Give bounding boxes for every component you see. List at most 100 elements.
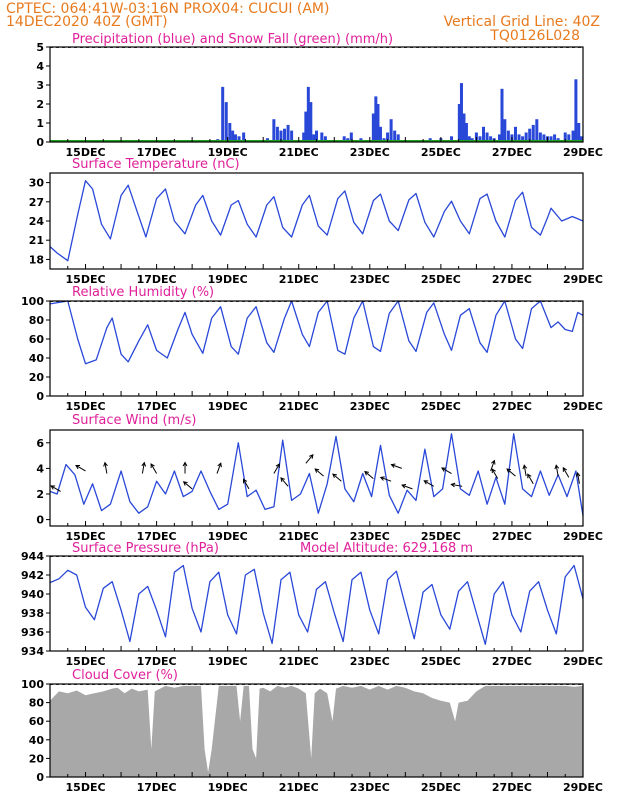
precip-bar-62 bbox=[500, 88, 504, 142]
precip-bar-23 bbox=[312, 134, 316, 142]
humidity-ytick-label: 80 bbox=[29, 314, 45, 327]
wind-arrow-shaft bbox=[380, 476, 392, 482]
wind-arrow-head bbox=[379, 476, 385, 481]
wind-xtick-label: 27DEC bbox=[492, 530, 532, 543]
wind-wind-arrow-27 bbox=[562, 466, 570, 478]
cloud-xtick-label: 15DEC bbox=[66, 781, 106, 794]
precip-bar-34 bbox=[371, 113, 375, 142]
precip-bar-16 bbox=[286, 124, 290, 142]
humidity-xtick-label: 17DEC bbox=[137, 400, 177, 413]
wind-arrow-head bbox=[390, 463, 396, 468]
precip-title: Precipitation (blue) and Snow Fall (gree… bbox=[72, 32, 393, 47]
wind-arrow-shaft bbox=[490, 460, 495, 472]
precip-bar-17 bbox=[290, 130, 294, 142]
wind-arrow-shaft bbox=[423, 480, 435, 487]
humidity-title: Relative Humidity (%) bbox=[72, 285, 214, 300]
precip-bar-6 bbox=[233, 134, 237, 142]
precip-ytick-label: 1 bbox=[36, 117, 44, 130]
precip-bar-29 bbox=[342, 136, 346, 142]
wind-wind-arrow-14 bbox=[364, 470, 374, 480]
cloud-ytick-label: 20 bbox=[29, 752, 45, 765]
wind-xtick-label: 21DEC bbox=[279, 530, 319, 543]
wind-wind-arrow-19 bbox=[441, 467, 452, 474]
wind-arrow-shaft bbox=[314, 468, 324, 477]
wind-panel: Surface Wind (m/s) 0 2 4 6 15DEC 17DEC 19DEC 21D… bbox=[36, 413, 603, 543]
pressure-annotation: Model Altitude: 629.168 m bbox=[300, 541, 473, 556]
precip-xtick-label: 25DEC bbox=[421, 146, 461, 159]
wind-arrow-head bbox=[182, 461, 188, 467]
pressure-xtick-label: 19DEC bbox=[208, 655, 248, 668]
wind-arrow-head bbox=[441, 467, 447, 472]
precip-bar-24 bbox=[315, 130, 318, 142]
wind-arrow-shaft bbox=[401, 484, 413, 490]
pressure-ytick-label: 934 bbox=[21, 645, 44, 658]
wind-arrow-shaft bbox=[104, 462, 108, 474]
wind-wind-arrow-2 bbox=[103, 461, 108, 474]
precip-bar-31 bbox=[349, 132, 353, 142]
humidity-xtick-label: 29DEC bbox=[563, 400, 603, 413]
wind-xtick-label: 19DEC bbox=[208, 530, 248, 543]
wind-arrow-shaft bbox=[491, 468, 499, 479]
wind-arrow-head bbox=[217, 462, 222, 468]
pressure-ytick-label: 938 bbox=[21, 607, 44, 620]
wind-wind-arrow-15 bbox=[379, 476, 392, 482]
precip-bar-68 bbox=[521, 136, 525, 142]
precip-ytick-label: 2 bbox=[36, 98, 44, 111]
pressure-ytick-label: 936 bbox=[21, 626, 44, 639]
precip-ytick-label: 4 bbox=[36, 60, 44, 73]
precip-bar-7 bbox=[237, 136, 241, 142]
cloud-ytick-label: 0 bbox=[36, 771, 44, 784]
wind-arrow-head bbox=[450, 482, 456, 488]
precip-xtick-label: 29DEC bbox=[563, 146, 603, 159]
chart-panels: Precipitation (blue) and Snow Fall (gree… bbox=[21, 32, 603, 794]
cloud-ytick-label: 80 bbox=[29, 697, 45, 710]
wind-wind-arrow-17 bbox=[401, 484, 413, 490]
wind-arrow-head bbox=[182, 481, 188, 486]
wind-arrow-shaft bbox=[523, 465, 527, 477]
wind-arrow-shaft bbox=[577, 472, 580, 484]
header-line-1: CPTEC: 064:41W-03:16N PROX04: CUCUI (AM) bbox=[6, 1, 329, 17]
precip-bar-83 bbox=[577, 123, 581, 142]
pressure-xtick-label: 15DEC bbox=[66, 655, 106, 668]
humidity-ytick-label: 20 bbox=[29, 371, 45, 384]
precip-bar-15 bbox=[283, 128, 287, 142]
precip-xtick-label: 21DEC bbox=[279, 146, 319, 159]
wind-arrow-head bbox=[562, 466, 567, 472]
pressure-panel: Surface Pressure (hPa) Model Altitude: 62… bbox=[21, 541, 603, 668]
precip-bar-14 bbox=[279, 130, 283, 142]
wind-arrow-shaft bbox=[50, 485, 61, 492]
header-date: 14DEC2020 40Z (GMT) bbox=[6, 14, 168, 30]
precip-bar-48 bbox=[450, 136, 454, 142]
cloud-xtick-label: 23DEC bbox=[350, 781, 390, 794]
wind-arrow-head bbox=[50, 485, 56, 490]
precip-bar-74 bbox=[542, 134, 546, 142]
wind-arrow-shaft bbox=[141, 462, 145, 474]
precip-bar-53 bbox=[467, 136, 471, 142]
humidity-ytick-label: 0 bbox=[36, 390, 44, 403]
pressure-xtick-label: 21DEC bbox=[279, 655, 319, 668]
wind-arrow-shaft bbox=[441, 467, 452, 474]
wind-wind-arrow-13 bbox=[332, 473, 342, 482]
precip-bar-63 bbox=[503, 119, 507, 142]
precip-bar-21 bbox=[306, 86, 310, 142]
precip-bar-58 bbox=[485, 132, 489, 142]
wind-arrow-head bbox=[275, 463, 280, 469]
wind-wind-arrow-18 bbox=[423, 480, 435, 487]
precip-bar-25 bbox=[320, 132, 324, 142]
precip-panel: Precipitation (blue) and Snow Fall (gree… bbox=[36, 32, 603, 159]
wind-arrow-shaft bbox=[391, 464, 402, 469]
wind-arrow-head bbox=[491, 459, 496, 465]
pressure-xtick-label: 29DEC bbox=[563, 655, 603, 668]
pressure-xtick-label: 25DEC bbox=[421, 655, 461, 668]
wind-arrow-shaft bbox=[150, 463, 158, 474]
wind-wind-arrow-24 bbox=[522, 464, 528, 477]
cloud-xtick-label: 25DEC bbox=[421, 781, 461, 794]
wind-xtick-label: 17DEC bbox=[137, 530, 177, 543]
pressure-ytick-label: 942 bbox=[21, 569, 44, 582]
precip-bar-51 bbox=[462, 113, 466, 142]
precip-bar-61 bbox=[497, 134, 501, 142]
wind-ytick-label: 0 bbox=[36, 514, 44, 527]
precip-bar-36 bbox=[376, 104, 380, 142]
wind-wind-arrow-21 bbox=[490, 459, 496, 472]
wind-arrow-shaft bbox=[216, 463, 222, 474]
